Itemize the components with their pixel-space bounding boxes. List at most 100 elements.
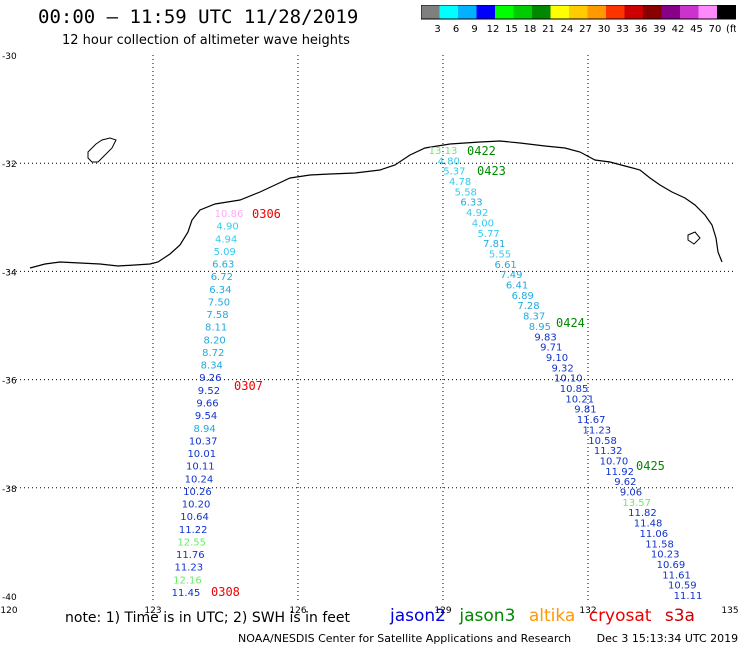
colorbar-tick-label: 36 xyxy=(635,24,648,35)
lon-label: 120 xyxy=(0,606,17,616)
colorbar-frame xyxy=(421,5,736,20)
colorbar-swatch xyxy=(643,5,662,19)
wave-height-value: 7.28 xyxy=(517,301,539,312)
australia-south-coastline xyxy=(29,140,723,269)
wave-height-value: 4.92 xyxy=(466,208,488,219)
wave-height-value: 9.83 xyxy=(534,332,556,343)
colorbar-swatch xyxy=(439,5,458,19)
wave-height-value: 11.92 xyxy=(605,467,634,478)
lon-label: 126 xyxy=(289,606,306,616)
wave-height-value: 10.70 xyxy=(600,456,629,467)
wave-height-value: 10.11 xyxy=(186,462,215,473)
colorbar-tick-label: 9 xyxy=(471,24,477,35)
wave-height-value: 13.57 xyxy=(622,498,651,509)
wave-height-value: 9.71 xyxy=(540,343,562,354)
lat-label: -34 xyxy=(2,268,17,278)
footer-credit: NOAA/NESDIS Center for Satellite Applica… xyxy=(238,632,572,645)
wave-height-value: 10.10 xyxy=(554,374,583,385)
wave-height-value: 7.58 xyxy=(206,310,228,321)
legend-jason2: jason2 xyxy=(390,606,446,626)
lon-label: 123 xyxy=(144,606,161,616)
wave-height-value: 11.67 xyxy=(577,415,606,426)
wave-height-value: 11.23 xyxy=(175,563,204,574)
colorbar-swatch xyxy=(513,5,532,19)
wave-height-value: 8.20 xyxy=(204,335,226,346)
lat-label: -30 xyxy=(2,52,17,62)
wave-height-value: 12.16 xyxy=(173,575,202,586)
map-title: 00:00 – 11:59 UTC 11/28/2019 xyxy=(38,6,359,28)
map-subtitle: 12 hour collection of altimeter wave hei… xyxy=(62,33,350,48)
lat-label: -38 xyxy=(2,485,17,495)
wave-height-value: 4.90 xyxy=(216,222,238,233)
wave-height-value: 6.61 xyxy=(495,260,517,271)
wave-height-value: 5.77 xyxy=(477,229,499,240)
footer-timestamp: Dec 3 15:13:34 UTC 2019 xyxy=(596,632,739,645)
lon-label: 129 xyxy=(434,606,451,616)
island-coastline xyxy=(87,137,117,163)
colorbar-tick-label: 6 xyxy=(453,24,459,35)
pass-time-label: 0424 xyxy=(556,316,585,330)
colorbar-swatch xyxy=(458,5,477,19)
wave-height-value: 9.54 xyxy=(195,411,217,422)
wave-height-value: 12.55 xyxy=(177,537,206,548)
wave-height-value: 10.59 xyxy=(668,581,697,592)
wave-height-value: 8.94 xyxy=(194,424,216,435)
wave-height-value: 11.23 xyxy=(583,425,612,436)
wave-height-value: 10.58 xyxy=(588,436,617,447)
legend-s3a: s3a xyxy=(664,606,695,626)
pass-time-label: 0308 xyxy=(211,585,240,599)
wave-height-value: 9.81 xyxy=(574,405,596,416)
footer: NOAA/NESDIS Center for Satellite Applica… xyxy=(238,632,738,645)
wave-height-value: 7.49 xyxy=(500,270,522,281)
wave-height-value: 10.21 xyxy=(565,394,594,405)
colorbar-swatch xyxy=(680,5,699,19)
colorbar-swatch xyxy=(550,5,569,19)
colorbar-tick-label: 30 xyxy=(598,24,611,35)
wave-height-value: 11.32 xyxy=(594,446,623,457)
wave-height-value: 5.37 xyxy=(443,167,465,178)
wave-height-value: 8.11 xyxy=(205,323,227,334)
wave-height-value: 11.45 xyxy=(172,588,201,599)
wave-height-value: 10.26 xyxy=(183,487,212,498)
coastline xyxy=(29,137,723,269)
colorbar-tick-label: 12 xyxy=(487,24,500,35)
colorbar-swatch xyxy=(698,5,717,19)
pass-time-label: 0422 xyxy=(467,144,496,158)
colorbar-tick-label: 42 xyxy=(672,24,685,35)
colorbar-tick-label: 3 xyxy=(434,24,440,35)
wave-height-value: 13.13 xyxy=(429,146,458,157)
pass-time-label: 0306 xyxy=(252,207,281,221)
colorbar-tick-label: (ft) xyxy=(726,24,736,35)
lon-label: 132 xyxy=(579,606,596,616)
wave-height-value: 11.76 xyxy=(176,550,205,561)
wave-height-value: 11.22 xyxy=(179,525,208,536)
colorbar-swatch xyxy=(532,5,551,19)
wave-height-value: 4.00 xyxy=(472,218,494,229)
wave-height-value: 10.20 xyxy=(182,500,211,511)
colorbar-swatch xyxy=(624,5,643,19)
wave-height-value: 4.80 xyxy=(438,156,460,167)
wave-height-value: 9.32 xyxy=(552,363,574,374)
wave-height-value: 9.26 xyxy=(199,373,221,384)
colorbar-tick-label: 45 xyxy=(690,24,703,35)
colorbar-tick-label: 33 xyxy=(616,24,629,35)
legend-cryosat: cryosat xyxy=(588,606,652,626)
wave-height-value: 9.62 xyxy=(614,477,636,488)
wave-height-value: 5.58 xyxy=(455,187,477,198)
colorbar-swatch xyxy=(569,5,588,19)
island-coastline xyxy=(687,231,701,245)
altimeter-tracks: 10.86 4.904.94 5.09 6.636.72 6.347.50 7.58 8.1… xyxy=(172,146,703,602)
lon-label: 135 xyxy=(721,606,738,616)
wave-height-value: 10.24 xyxy=(185,474,214,485)
colorbar-tick-label: 39 xyxy=(653,24,666,35)
colorbar-swatch xyxy=(661,5,680,19)
wave-height-value: 8.72 xyxy=(202,348,224,359)
wave-height-value: 9.52 xyxy=(198,386,220,397)
wave-height-value: 6.41 xyxy=(506,281,528,292)
wave-height-value: 8.95 xyxy=(529,322,551,333)
wave-height-value: 11.06 xyxy=(639,529,668,540)
wave-height-value: 11.11 xyxy=(674,591,703,602)
colorbar-tick-label: 18 xyxy=(524,24,537,35)
